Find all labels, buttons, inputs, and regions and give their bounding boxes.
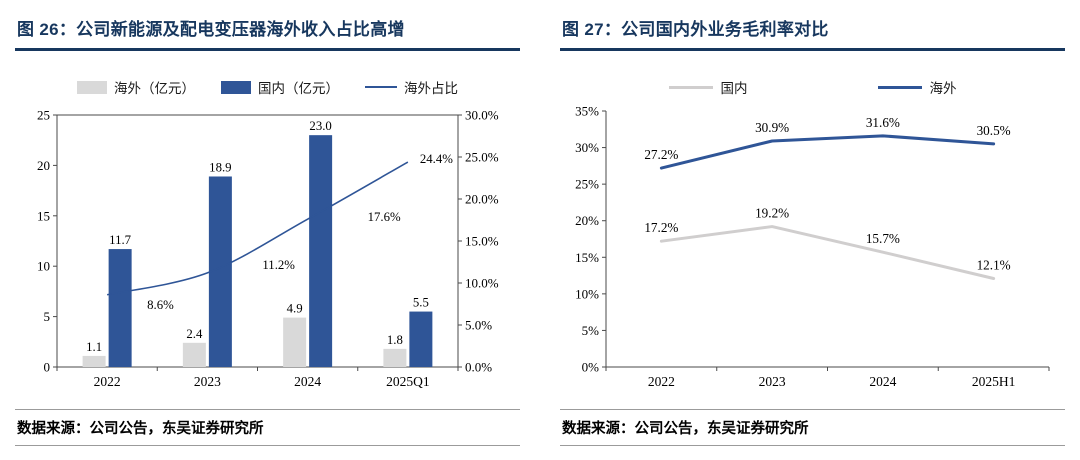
category-label: 2025H1 xyxy=(972,374,1016,389)
category-label: 2024 xyxy=(294,374,321,389)
line-value-label: 15.7% xyxy=(866,231,900,246)
figure-27-footer: 数据来源：公司公告，东吴证券研究所 xyxy=(560,409,1065,446)
overseas-ratio-line-swatch-icon xyxy=(365,86,397,88)
line-value-label: 8.6% xyxy=(147,298,174,312)
legend-label-domestic: 国内（亿元） xyxy=(258,81,339,96)
y-axis-tick-label: 5% xyxy=(582,323,600,338)
line-value-label: 17.2% xyxy=(644,220,678,235)
series-line xyxy=(659,134,996,170)
figure-27-panel: 图 27：公司国内外业务毛利率对比 国内 海外 0% 5% 10% 15% 20% 25%… xyxy=(560,12,1065,446)
figure-26-footer: 数据来源：公司公告，东吴证券研究所 xyxy=(15,409,520,446)
bar xyxy=(208,176,232,367)
legend-item-overseas: 海外（亿元） xyxy=(77,77,195,97)
line-value-label: 19.2% xyxy=(755,206,789,221)
figure-26-title-rule xyxy=(15,48,520,51)
figure-27-title-rule xyxy=(560,48,1065,51)
y-axis-tick-label: 0% xyxy=(582,360,600,375)
line-value-label: 30.9% xyxy=(755,120,789,135)
figure-27-source-rule-top xyxy=(560,409,1065,410)
figure-26-source: 数据来源：公司公告，东吴证券研究所 xyxy=(17,421,264,437)
figure-27-chart: 0% 5% 10% 15% 20% 25% 30% 35% 2022 2023 2024 2025H1… xyxy=(575,104,1050,389)
legend-label-overseas-ratio: 海外占比 xyxy=(404,81,458,96)
bar xyxy=(108,249,132,367)
category-label: 2024 xyxy=(869,374,896,389)
y-axis-tick-label: 15% xyxy=(575,250,599,265)
bar xyxy=(283,317,307,367)
figure-27-source-rule-bottom xyxy=(560,445,1065,446)
figure-26-panel: 图 26：公司新能源及配电变压器海外收入占比高增 海外（亿元） 国内（亿元） 海… xyxy=(15,12,520,446)
category-label: 2022 xyxy=(94,374,121,389)
right-axis-tick-label: 5.0% xyxy=(465,318,492,333)
figure-26-legend: 海外（亿元） 国内（亿元） 海外占比 xyxy=(15,77,520,97)
legend-item-domestic-gm: 国内 xyxy=(668,77,748,97)
bar xyxy=(309,135,333,367)
legend-item-overseas-ratio: 海外占比 xyxy=(365,77,458,97)
y-axis-tick-label: 10% xyxy=(575,286,599,301)
bar-value-label: 5.5 xyxy=(413,296,429,310)
bar-value-label: 1.8 xyxy=(387,333,403,347)
category-label: 2023 xyxy=(759,374,786,389)
y-axis-tick-label: 30% xyxy=(575,140,599,155)
right-axis-tick-label: 30.0% xyxy=(465,108,499,123)
series-line xyxy=(659,225,996,280)
legend-label-overseas-gm: 海外 xyxy=(929,81,957,96)
figure-26-chart: 0 5 10 15 20 25 0.0% 5.0% 10.0% 15.0% 20.0% 25.0% 30… xyxy=(37,108,499,390)
line-value-label: 31.6% xyxy=(866,115,900,130)
right-axis-tick-label: 15.0% xyxy=(465,234,499,249)
line-value-label: 24.4% xyxy=(420,152,453,166)
legend-label-overseas: 海外（亿元） xyxy=(114,81,195,96)
report-figures-page: 图 26：公司新能源及配电变压器海外收入占比高增 海外（亿元） 国内（亿元） 海… xyxy=(15,12,1065,446)
bar xyxy=(383,348,407,367)
figure-26-title: 图 26：公司新能源及配电变压器海外收入占比高增 xyxy=(17,20,405,39)
legend-label-domestic-gm: 国内 xyxy=(720,81,748,96)
domestic-line-swatch-icon xyxy=(668,85,713,89)
left-axis-tick-label: 25 xyxy=(37,108,50,123)
figure-26-source-rule-top xyxy=(15,409,520,410)
figure-27-legend: 国内 海外 xyxy=(560,77,1065,97)
left-axis-tick-label: 15 xyxy=(37,208,50,223)
bar-value-label: 1.1 xyxy=(86,340,102,354)
category-label: 2022 xyxy=(648,374,675,389)
right-axis-tick-label: 20.0% xyxy=(465,192,499,207)
left-axis-tick-label: 20 xyxy=(37,158,50,173)
y-axis-tick-label: 25% xyxy=(575,177,599,192)
bar-value-label: 23.0 xyxy=(309,119,331,133)
line-value-label: 11.2% xyxy=(262,258,295,272)
bar-value-label: 18.9 xyxy=(209,160,231,174)
category-label: 2023 xyxy=(194,374,221,389)
right-axis-tick-label: 10.0% xyxy=(465,276,499,291)
domestic-bar-swatch-icon xyxy=(221,80,251,94)
bar xyxy=(409,311,433,367)
line-value-label: 17.6% xyxy=(368,210,401,224)
figure-27-source: 数据来源：公司公告，东吴证券研究所 xyxy=(562,421,809,437)
figure-27-title: 图 27：公司国内外业务毛利率对比 xyxy=(562,20,829,39)
right-axis-tick-label: 25.0% xyxy=(465,150,499,165)
bar xyxy=(182,342,206,367)
overseas-bar-swatch-icon xyxy=(77,80,107,94)
line-value-label: 12.1% xyxy=(977,257,1011,272)
bar-value-label: 4.9 xyxy=(287,302,303,316)
y-axis-tick-label: 35% xyxy=(575,104,599,119)
bar xyxy=(82,355,106,367)
bar-value-label: 2.4 xyxy=(186,327,203,341)
left-axis-tick-label: 10 xyxy=(37,259,50,274)
y-axis-tick-label: 20% xyxy=(575,213,599,228)
overseas-line-swatch-icon xyxy=(877,85,922,89)
line-value-label: 30.5% xyxy=(977,123,1011,138)
left-axis-tick-label: 5 xyxy=(44,309,51,324)
legend-item-overseas-gm: 海外 xyxy=(877,77,957,97)
overseas-ratio-line xyxy=(106,161,409,296)
right-axis-tick-label: 0.0% xyxy=(465,360,492,375)
bar-value-label: 11.7 xyxy=(109,233,132,247)
legend-item-domestic: 国内（亿元） xyxy=(221,77,339,97)
left-axis-tick-label: 0 xyxy=(44,360,51,375)
category-label: 2025Q1 xyxy=(386,374,430,389)
line-value-label: 27.2% xyxy=(644,147,678,162)
figure-26-source-rule-bottom xyxy=(15,445,520,446)
